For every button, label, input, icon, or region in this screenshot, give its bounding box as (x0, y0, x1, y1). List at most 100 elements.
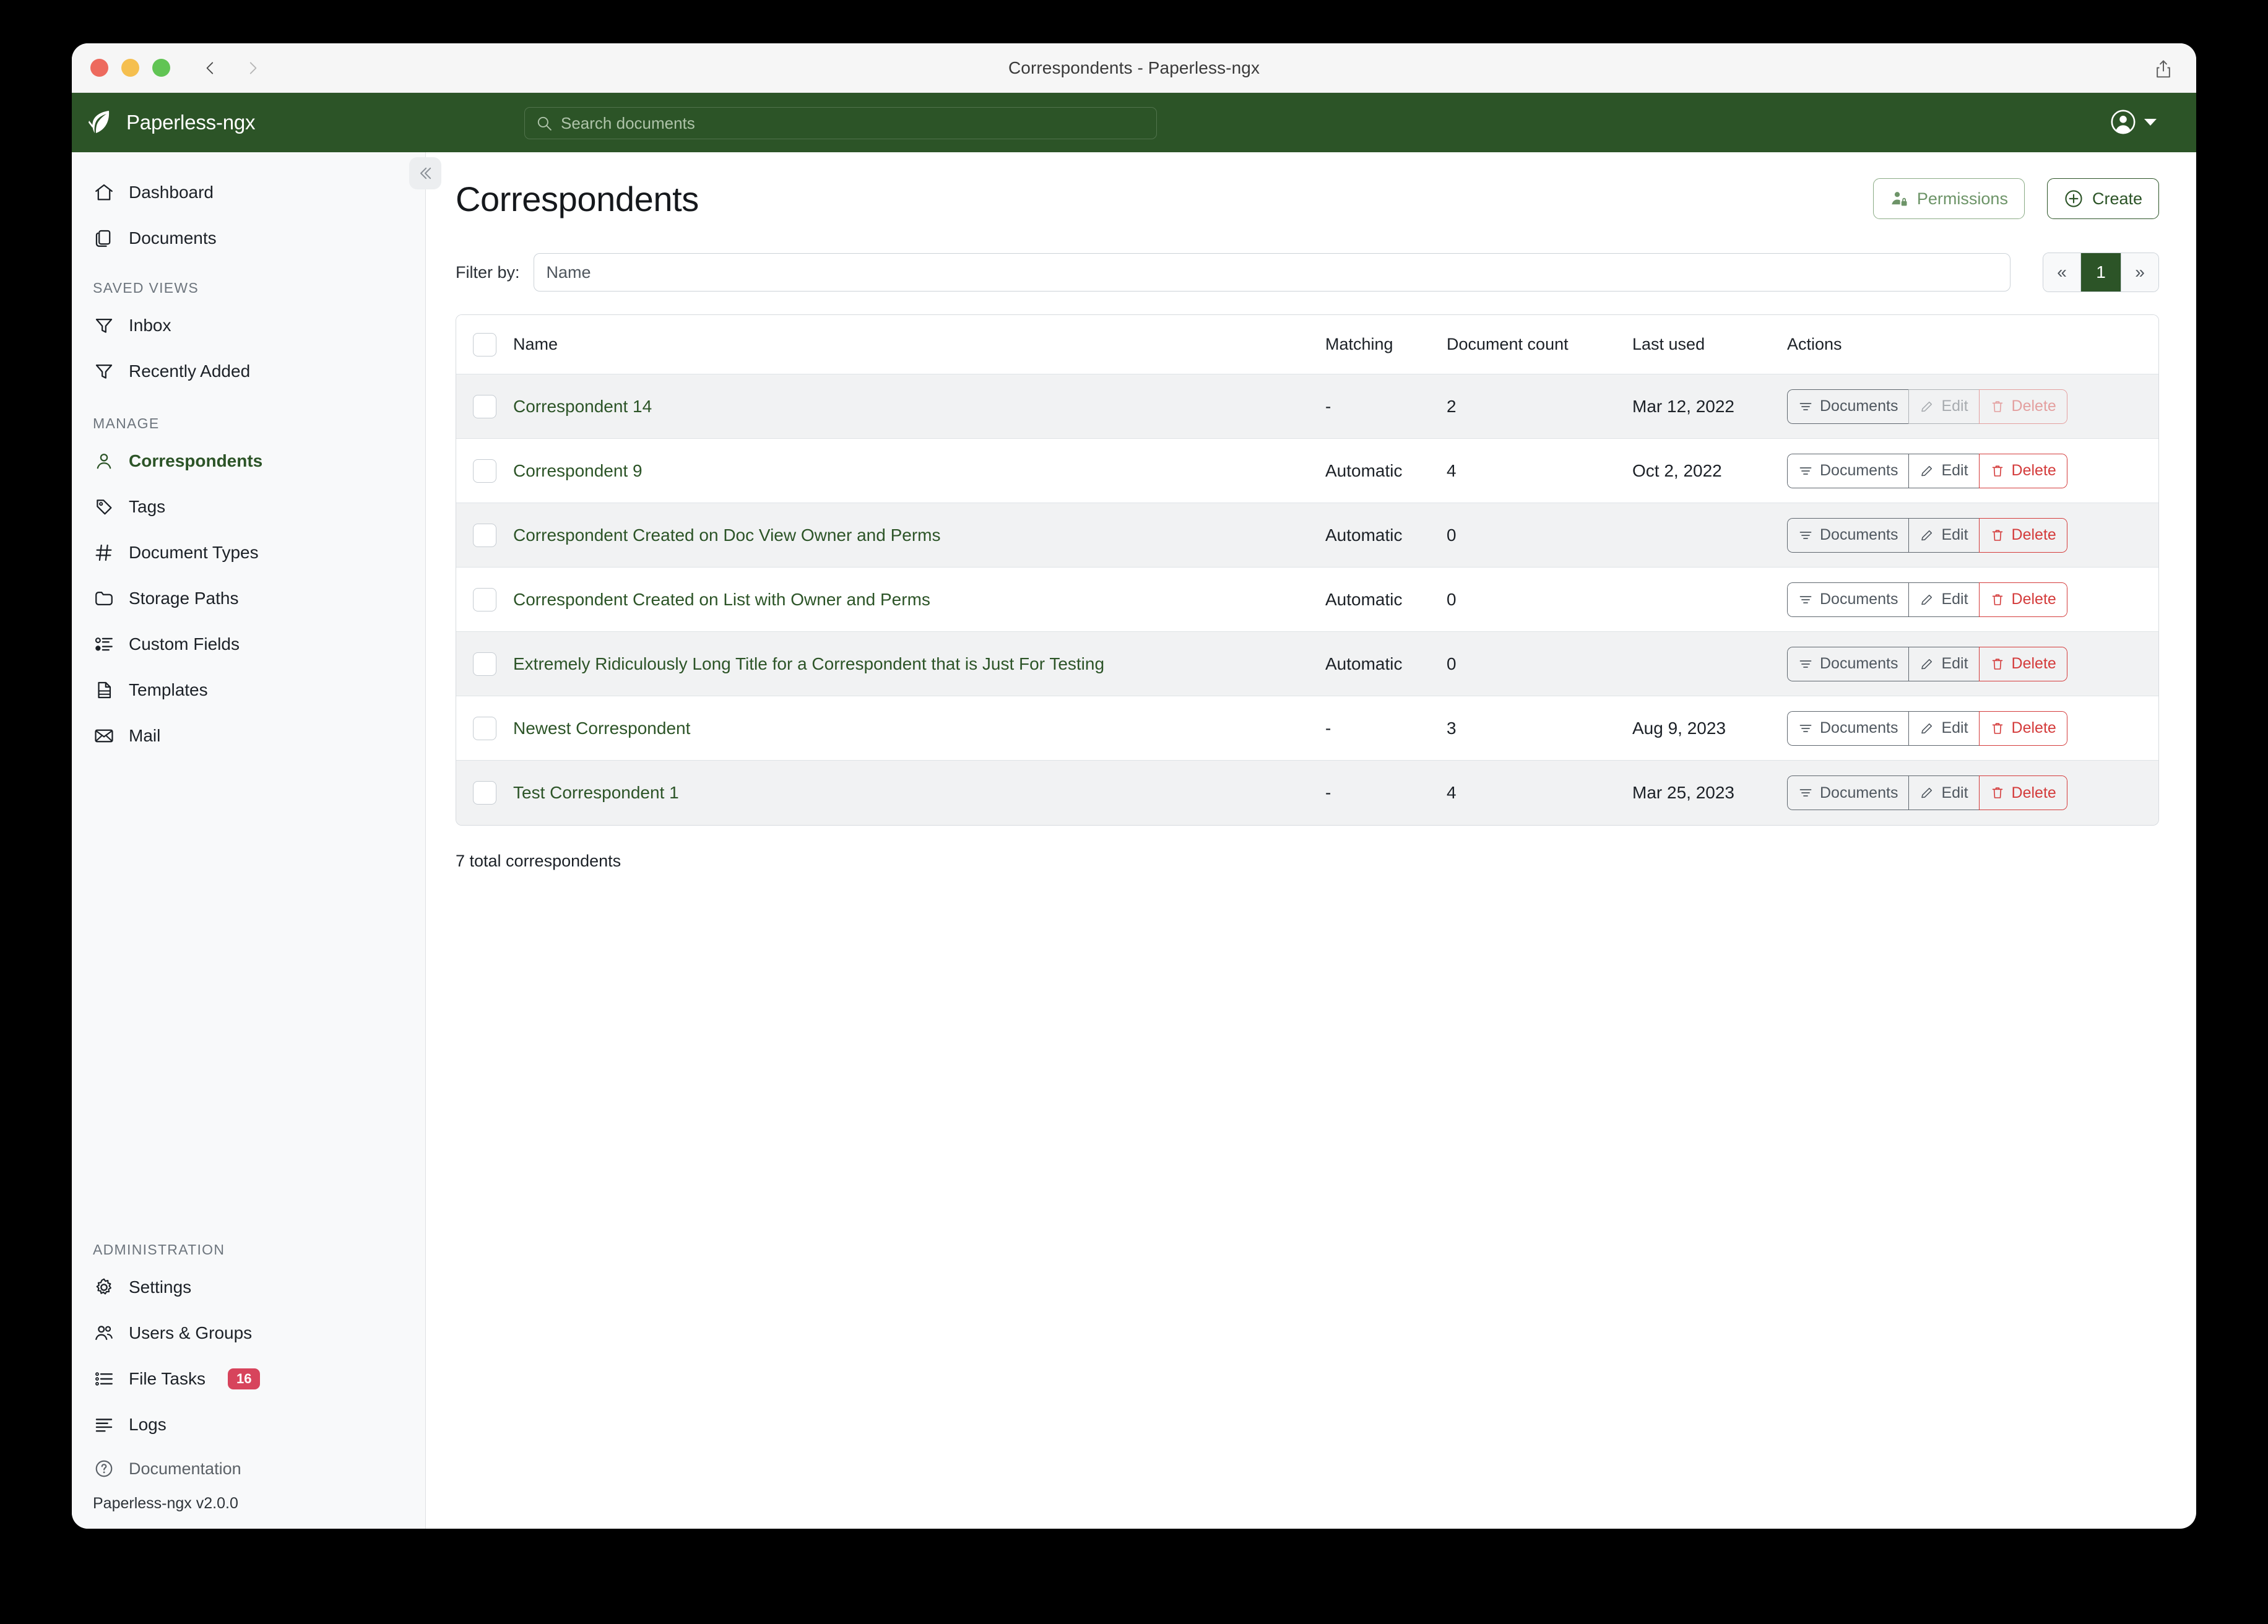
edit-button[interactable]: Edit (1908, 453, 1979, 488)
column-header-matching[interactable]: Matching (1325, 335, 1393, 353)
pencil-icon (1921, 787, 1933, 798)
sidebar-item-document-types[interactable]: Document Types (72, 530, 425, 576)
delete-button[interactable]: Delete (1978, 646, 2067, 681)
correspondent-link[interactable]: Test Correspondent 1 (513, 783, 679, 802)
edit-button-label: Edit (1941, 655, 1968, 672)
sidebar-item-label: Documents (129, 228, 217, 248)
sidebar-item-label: Recently Added (129, 361, 251, 381)
create-button[interactable]: Create (2046, 178, 2159, 219)
sidebar-item-documentation[interactable]: Documentation (72, 1448, 425, 1490)
sidebar-item-label: Dashboard (129, 183, 214, 202)
close-window-button[interactable] (90, 59, 108, 77)
back-arrow-icon[interactable] (202, 60, 219, 76)
row-document-count-cell: 0 (1447, 525, 1456, 545)
sidebar-item-logs[interactable]: Logs (72, 1402, 425, 1448)
share-icon[interactable] (2154, 59, 2173, 79)
filter-input[interactable] (533, 253, 2010, 292)
delete-button[interactable]: Delete (1978, 582, 2067, 617)
row-document-count-cell: 4 (1447, 460, 1456, 480)
sidebar-item-users-groups[interactable]: Users & Groups (72, 1310, 425, 1356)
main-content: Correspondents Permissions (426, 152, 2196, 1529)
correspondent-link[interactable]: Newest Correspondent (513, 718, 691, 738)
row-name-cell: Correspondent Created on List with Owner… (513, 590, 1325, 610)
row-checkbox[interactable] (473, 652, 496, 676)
row-checkbox[interactable] (473, 459, 496, 483)
window-traffic-lights (90, 59, 170, 77)
row-matching-cell: - (1325, 783, 1331, 802)
sidebar-item-storage-paths[interactable]: Storage Paths (72, 576, 425, 621)
select-all-checkbox[interactable] (473, 332, 496, 356)
row-checkbox[interactable] (473, 781, 496, 805)
pagination-next-button[interactable]: » (2121, 253, 2158, 292)
sidebar-item-dashboard[interactable]: Dashboard (72, 170, 425, 215)
sidebar-item-custom-fields[interactable]: Custom Fields (72, 621, 425, 667)
sidebar-item-mail[interactable]: Mail (72, 713, 425, 759)
documents-button[interactable]: Documents (1787, 582, 1909, 617)
row-last-used-cell: Oct 2, 2022 (1632, 460, 1722, 480)
delete-button-label: Delete (2011, 462, 2056, 479)
documents-button[interactable]: Documents (1787, 389, 1909, 424)
edit-button[interactable]: Edit (1908, 389, 1979, 424)
edit-button[interactable]: Edit (1908, 775, 1979, 810)
sidebar-item-recently-added[interactable]: Recently Added (72, 348, 425, 394)
forward-arrow-icon[interactable] (245, 60, 261, 76)
correspondent-link[interactable]: Correspondent Created on Doc View Owner … (513, 525, 941, 545)
ui-radios-icon (93, 633, 115, 655)
correspondent-link[interactable]: Correspondent 9 (513, 460, 643, 480)
delete-button[interactable]: Delete (1978, 775, 2067, 810)
person-icon (93, 450, 115, 472)
row-checkbox[interactable] (473, 587, 496, 611)
correspondents-table: Name Matching Document count Last used A… (456, 314, 2159, 826)
row-action-group: Documents Edit Delete (1787, 517, 2067, 553)
sidebar-collapse-button[interactable] (409, 157, 441, 189)
user-menu[interactable] (2110, 109, 2157, 135)
permissions-button[interactable]: Permissions (1872, 178, 2025, 219)
sidebar-item-settings[interactable]: Settings (72, 1264, 425, 1310)
sidebar-item-label: File Tasks (129, 1369, 206, 1388)
row-action-group: Documents Edit Delete (1787, 775, 2067, 810)
maximize-window-button[interactable] (152, 59, 170, 77)
sidebar-item-inbox[interactable]: Inbox (72, 303, 425, 348)
documents-button[interactable]: Documents (1787, 710, 1909, 746)
search-box[interactable]: Search documents (524, 107, 1157, 139)
column-header-last-used[interactable]: Last used (1632, 335, 1705, 353)
documents-button[interactable]: Documents (1787, 517, 1909, 553)
edit-button[interactable]: Edit (1908, 582, 1979, 617)
sidebar-item-file-tasks[interactable]: File Tasks 16 (72, 1356, 425, 1402)
pagination-page-1-button[interactable]: 1 (2080, 253, 2121, 292)
documents-button[interactable]: Documents (1787, 775, 1909, 810)
delete-button[interactable]: Delete (1978, 453, 2067, 488)
edit-button[interactable]: Edit (1908, 710, 1979, 746)
edit-button[interactable]: Edit (1908, 646, 1979, 681)
minimize-window-button[interactable] (121, 59, 139, 77)
row-checkbox[interactable] (473, 716, 496, 740)
documents-button[interactable]: Documents (1787, 646, 1909, 681)
row-last-used-cell: Aug 9, 2023 (1632, 718, 1726, 738)
row-checkbox[interactable] (473, 523, 496, 547)
row-matching-cell: - (1325, 718, 1331, 738)
documents-button[interactable]: Documents (1787, 453, 1909, 488)
pagination-prev-button[interactable]: « (2043, 253, 2080, 292)
row-document-count-cell: 4 (1447, 783, 1456, 802)
sidebar-item-label: Templates (129, 680, 208, 699)
correspondent-link[interactable]: Extremely Ridiculously Long Title for a … (513, 654, 1105, 673)
sidebar-item-tags[interactable]: Tags (72, 484, 425, 530)
correspondent-link[interactable]: Correspondent 14 (513, 396, 652, 416)
sidebar-top-nav: Dashboard Documents (72, 170, 425, 261)
column-header-name[interactable]: Name (513, 335, 558, 353)
delete-button[interactable]: Delete (1978, 710, 2067, 746)
delete-button-label: Delete (2011, 526, 2056, 543)
delete-button[interactable]: Delete (1978, 517, 2067, 553)
column-header-document-count[interactable]: Document count (1447, 335, 1569, 353)
row-checkbox[interactable] (473, 394, 496, 418)
correspondent-link[interactable]: Correspondent Created on List with Owner… (513, 589, 930, 609)
delete-button[interactable]: Delete (1978, 389, 2067, 424)
sidebar-item-templates[interactable]: Templates (72, 667, 425, 713)
edit-button[interactable]: Edit (1908, 517, 1979, 553)
brand[interactable]: Paperless-ngx (88, 108, 422, 137)
row-actions-cell: Documents Edit Delete (1787, 775, 2158, 810)
sidebar-item-documents[interactable]: Documents (72, 215, 425, 261)
sidebar-administration-nav: Settings Users & Groups File Tasks 16 (72, 1264, 425, 1490)
total-count-text: 7 total correspondents (456, 852, 621, 870)
sidebar-item-correspondents[interactable]: Correspondents (72, 438, 425, 484)
